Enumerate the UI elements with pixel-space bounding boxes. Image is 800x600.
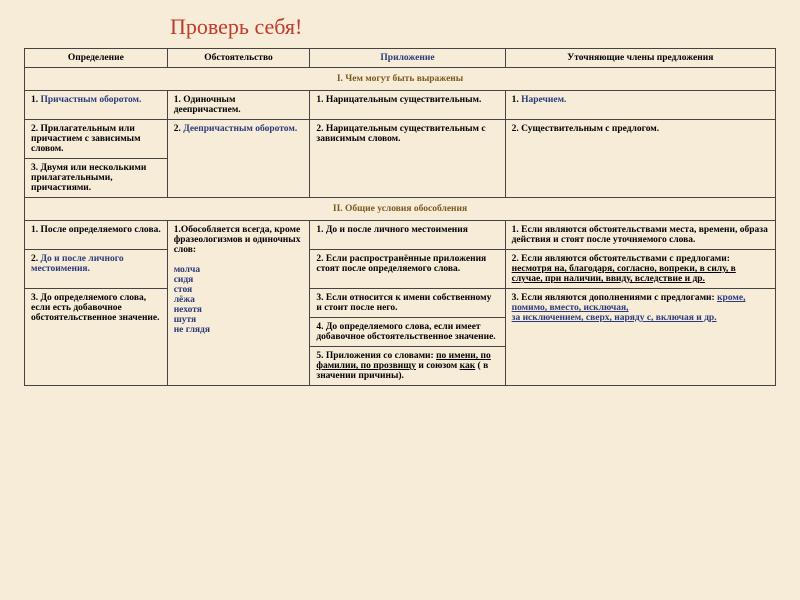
cell: 2. Нарицательным существительным с завис… xyxy=(310,120,505,198)
section-2-header: II. Общие условия обособления xyxy=(25,198,776,221)
cell: 1. До и после личного местоимения xyxy=(310,221,505,250)
cell: 1. Нарицательным существительным. xyxy=(310,91,505,120)
col-header-1: Определение xyxy=(25,49,168,68)
cell: 3. До определяемого слова, если есть доб… xyxy=(25,289,168,386)
col-header-4: Уточняющие члены предложения xyxy=(505,49,775,68)
cell: 5. Приложения со словами: по имени, по ф… xyxy=(310,347,505,386)
header-row: Определение Обстоятельство Приложение Ут… xyxy=(25,49,776,68)
cell: 1. Причастным оборотом. xyxy=(25,91,168,120)
col-header-2: Обстоятельство xyxy=(167,49,310,68)
cell: 2. Прилагательным или причастием с завис… xyxy=(25,120,168,159)
page-title: Проверь себя! xyxy=(170,14,776,40)
cell: 3. Если относится к имени собственному и… xyxy=(310,289,505,318)
table-row: 1. После определяемого слова. 1.Обособля… xyxy=(25,221,776,250)
table-row: 2. До и после личного местоимения. 2. Ес… xyxy=(25,250,776,289)
cell: 2. До и после личного местоимения. xyxy=(25,250,168,289)
col-header-3: Приложение xyxy=(310,49,505,68)
grammar-table: Определение Обстоятельство Приложение Ут… xyxy=(24,48,776,386)
section-1-header: I. Чем могут быть выражены xyxy=(25,68,776,91)
cell: 1. Если являются обстоятельствами места,… xyxy=(505,221,775,250)
cell: 2. Деепричастным оборотом. xyxy=(167,120,310,198)
section-2-label: II. Общие условия обособления xyxy=(25,198,776,221)
table-row: 3. До определяемого слова, если есть доб… xyxy=(25,289,776,318)
cell: 4. До определяемого слова, если имеет до… xyxy=(310,318,505,347)
cell: 1. Одиночным деепричастием. xyxy=(167,91,310,120)
section-1-label: I. Чем могут быть выражены xyxy=(25,68,776,91)
cell: 2. Существительным с предлогом. xyxy=(505,120,775,198)
cell: 3. Двумя или несколькими прилагательными… xyxy=(25,159,168,198)
cell: 2. Если распространённые приложения стоя… xyxy=(310,250,505,289)
cell: 1. После определяемого слова. xyxy=(25,221,168,250)
table-row: 2. Прилагательным или причастием с завис… xyxy=(25,120,776,159)
table-row: 1. Причастным оборотом. 1. Одиночным дее… xyxy=(25,91,776,120)
cell: 2. Если являются обстоятельствами с пред… xyxy=(505,250,775,289)
cell: 1.Обособляется всегда, кроме фразеологиз… xyxy=(167,221,310,386)
cell: 3. Если являются дополнениями с предлога… xyxy=(505,289,775,386)
cell: 1. Наречием. xyxy=(505,91,775,120)
